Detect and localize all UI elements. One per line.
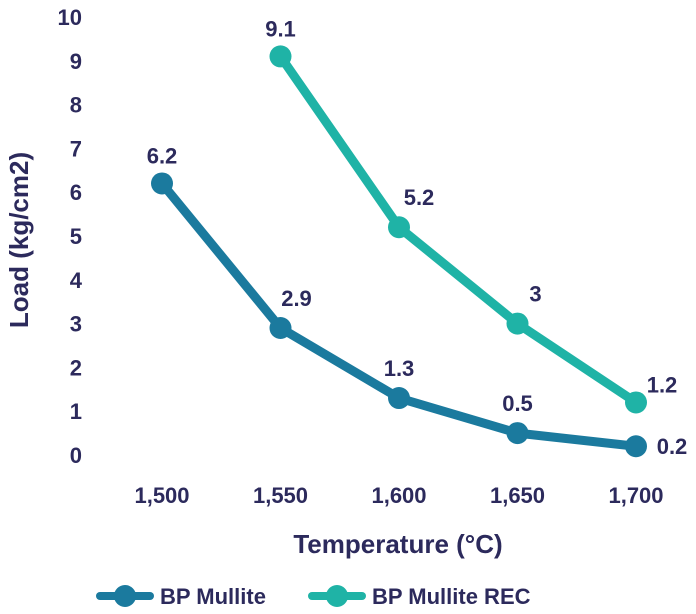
legend-swatch-marker [326, 585, 348, 607]
x-axis-title: Temperature (°C) [293, 529, 502, 559]
data-label: 1.3 [384, 356, 415, 381]
y-tick-label: 2 [70, 355, 82, 380]
data-point [388, 216, 410, 239]
data-label: 2.9 [281, 286, 312, 311]
data-point [506, 312, 529, 335]
data-label: 6.2 [147, 143, 178, 168]
data-label: 5.2 [404, 185, 435, 210]
series-layer: 6.2 2.9 1.3 0.5 0.2 9.1 5.2 3 1.2 [147, 16, 688, 459]
y-tick-label: 4 [70, 268, 83, 293]
legend-label: BP Mullite REC [372, 584, 531, 609]
y-tick-label: 6 [70, 180, 82, 205]
y-axis-title: Load (kg/cm2) [4, 152, 34, 328]
series-bp-mullite: 6.2 2.9 1.3 0.5 0.2 [147, 143, 688, 459]
x-tick-label: 1,650 [490, 483, 545, 508]
x-tick-label: 1,550 [253, 483, 308, 508]
x-tick-label: 1,600 [371, 483, 426, 508]
data-point [151, 172, 173, 195]
y-tick-label: 10 [58, 5, 82, 30]
data-label: 1.2 [647, 372, 678, 397]
data-label: 0.5 [502, 391, 533, 416]
data-point [388, 387, 410, 410]
data-point [625, 435, 647, 458]
data-point [269, 45, 292, 68]
legend: BP Mullite BP Mullite REC [96, 584, 531, 609]
data-point [269, 316, 292, 339]
data-point [506, 422, 529, 445]
y-tick-label: 0 [70, 443, 82, 468]
y-tick-label: 8 [70, 93, 82, 118]
x-tick-label: 1,700 [608, 483, 663, 508]
y-tick-label: 7 [70, 136, 82, 161]
y-axis-ticks: 0 1 2 3 4 5 6 7 8 9 10 [58, 5, 83, 468]
data-label: 3 [529, 282, 541, 307]
x-tick-label: 1,500 [134, 483, 189, 508]
legend-item: BP Mullite [96, 584, 266, 609]
y-tick-label: 5 [70, 224, 82, 249]
y-tick-label: 3 [70, 312, 82, 337]
legend-item: BP Mullite REC [308, 584, 531, 609]
data-point [625, 391, 647, 414]
x-axis-ticks: 1,500 1,550 1,600 1,650 1,700 [134, 483, 663, 508]
legend-swatch-marker [114, 585, 136, 607]
series-bp-mullite-rec: 9.1 5.2 3 1.2 [265, 16, 678, 414]
y-tick-label: 1 [70, 399, 82, 424]
legend-label: BP Mullite [160, 584, 266, 609]
series-line [276, 51, 641, 407]
data-label: 9.1 [265, 16, 296, 41]
y-tick-label: 9 [70, 49, 82, 74]
data-label: 0.2 [657, 434, 688, 459]
